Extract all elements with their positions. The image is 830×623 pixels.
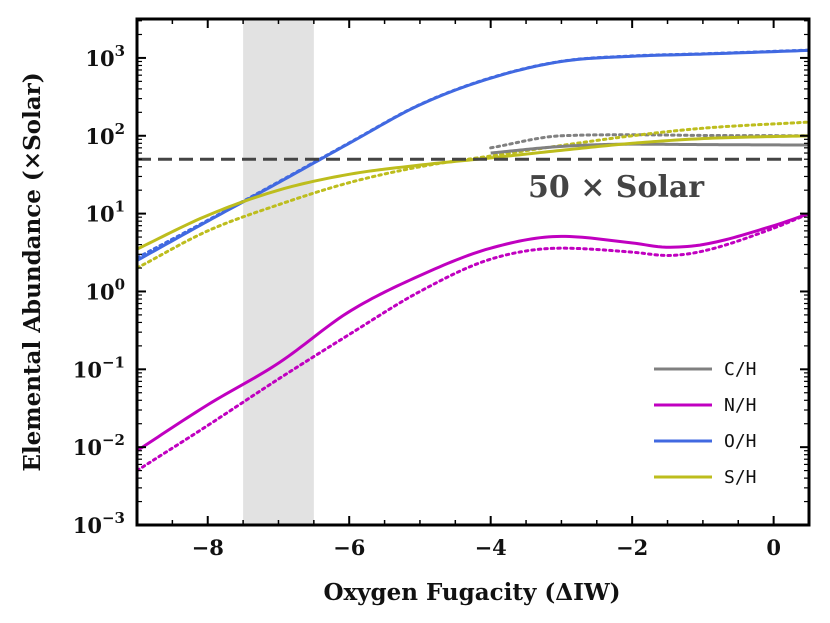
series-nh-dotted-line: [137, 212, 809, 473]
y-tick-label: 101: [85, 198, 125, 227]
plot-frame: [135, 17, 811, 527]
legend-label-nh: N/H: [724, 395, 757, 416]
plot-area: [137, 19, 809, 525]
y-tick-label: 10−1: [73, 353, 125, 382]
legend-label-sh: S/H: [724, 467, 757, 488]
x-tick-label: −2: [616, 535, 648, 560]
y-tick-label: 103: [85, 42, 125, 71]
y-tick-label: 102: [85, 120, 125, 149]
x-tick-label: −8: [192, 535, 224, 560]
x-tick-label: −4: [475, 535, 507, 560]
series-sh-line: [137, 134, 809, 251]
series-oh-line: [137, 48, 809, 262]
x-tick-label: 0: [766, 535, 781, 560]
x-axis-title: Oxygen Fugacity (ΔIW): [323, 579, 620, 606]
y-tick-label: 100: [85, 275, 125, 304]
reference-line-label: 50 × Solar: [528, 170, 705, 205]
legend: C/H N/H O/H S/H: [654, 359, 757, 488]
x-tick-label: −6: [333, 535, 365, 560]
legend-label-oh: O/H: [724, 431, 757, 452]
series-oh-dotted-line: [137, 48, 809, 260]
y-tick-label: 10−2: [73, 431, 125, 460]
y-axis-title: Elemental Abundance (×Solar): [19, 72, 46, 471]
legend-label-ch: C/H: [724, 359, 757, 380]
shaded-region: [243, 19, 314, 525]
series-nh-line: [137, 212, 809, 452]
axes: −8 −6 −4 −2 0 10−3 10−2 10−1 100 101 102 103: [73, 17, 811, 560]
series-sh-dotted-line: [137, 120, 809, 270]
y-tick-label: 10−3: [73, 509, 125, 538]
series-ch-line: [490, 142, 809, 155]
